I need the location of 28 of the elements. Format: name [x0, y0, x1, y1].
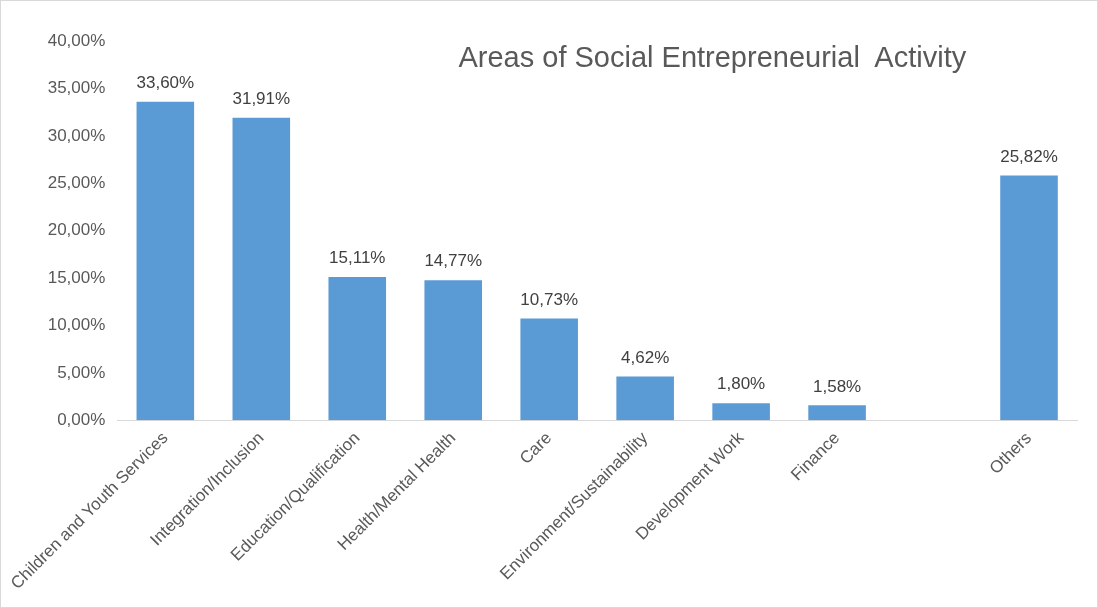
bar [1000, 175, 1058, 421]
data-label: 4,62% [621, 347, 670, 367]
bar [232, 117, 291, 421]
bar [520, 318, 578, 421]
data-label: 25,82% [1000, 146, 1058, 166]
y-tick-label: 5,00% [57, 362, 106, 382]
data-label: 33,60% [136, 72, 195, 92]
y-tick-label: 15,00% [47, 267, 106, 287]
bar [328, 277, 387, 421]
y-tick-label: 0,00% [57, 410, 106, 430]
y-tick-label: 25,00% [47, 172, 106, 192]
data-label: 15,11% [329, 248, 386, 268]
chart-title: Areas of Social Entrepreneurial Activity [458, 41, 967, 73]
y-tick-label: 10,00% [47, 315, 106, 335]
data-label: 10,73% [520, 289, 579, 309]
y-tick-label: 40,00% [47, 30, 106, 50]
y-tick-label: 20,00% [47, 220, 106, 240]
data-label: 1,58% [812, 376, 862, 396]
bar [424, 280, 483, 421]
data-label: 1,80% [717, 374, 766, 394]
bar [712, 403, 770, 421]
data-label: 14,77% [424, 251, 483, 271]
y-tick-label: 30,00% [47, 125, 106, 145]
bar [808, 405, 866, 421]
bar [616, 376, 674, 421]
y-tick-label: 35,00% [47, 78, 106, 98]
data-label: 31,91% [232, 88, 291, 108]
bar [136, 101, 195, 421]
